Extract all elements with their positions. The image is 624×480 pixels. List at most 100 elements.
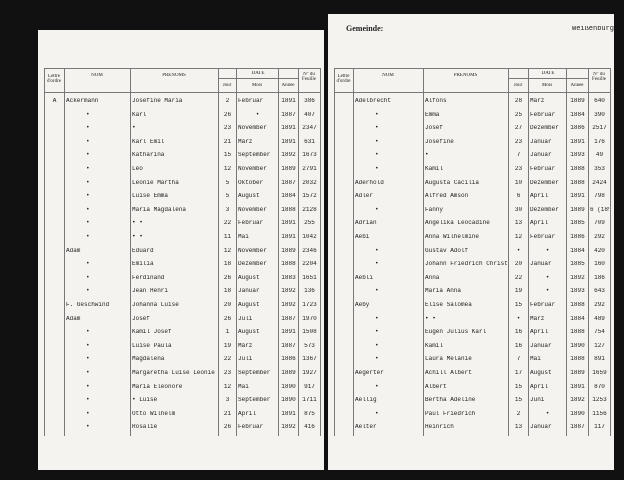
header-date: DATE: [251, 71, 265, 76]
header-feuille: N° du Feuille: [302, 72, 316, 82]
cell-feuille: 917: [304, 383, 315, 390]
cell-jour: 13: [514, 424, 523, 431]
cell-annee: 1891: [570, 138, 585, 145]
cell-nom: •: [86, 342, 90, 349]
cell-jour: 25: [514, 111, 523, 118]
cell-mois: Juli: [238, 315, 253, 322]
cell-jour: 21: [223, 410, 232, 417]
cell-feuille: 1156: [592, 410, 607, 417]
cell-annee: 1892: [570, 274, 585, 281]
cell-feuille: 186: [594, 274, 605, 281]
cell-jour: 2: [516, 410, 521, 417]
cell-annee: 1892: [281, 152, 296, 159]
cell-annee: 1888: [570, 356, 585, 363]
cell-mois: •: [545, 288, 550, 295]
cell-annee: 1889: [281, 247, 296, 254]
cell-mois: November: [238, 206, 267, 213]
cell-prenoms: Emma: [425, 111, 440, 118]
cell-prenoms: Paul Friedrich: [425, 410, 476, 417]
cell-nom: •: [375, 356, 379, 363]
cell-annee: 1890: [570, 342, 585, 349]
cell-nom: •: [375, 111, 379, 118]
cell-annee: 1888: [570, 302, 585, 308]
cell-mois: Februar: [530, 302, 556, 308]
cell-feuille: 1723: [302, 302, 317, 308]
cell-mois: September: [238, 397, 271, 404]
cell-feuille: 1508: [302, 329, 317, 336]
cell-nom: F. Geschwind: [66, 302, 110, 308]
cell-jour: 21: [223, 138, 232, 145]
cell-mois: Dezember: [530, 206, 559, 213]
cell-prenoms: Eduard: [132, 247, 154, 254]
cell-jour: 26: [223, 424, 232, 431]
cell-feuille: 754: [594, 329, 605, 336]
cell-feuille: 1253: [592, 397, 607, 404]
cell-prenoms: Karl: [132, 111, 147, 118]
cell-annee: 1888: [570, 166, 585, 172]
cell-annee: 1888: [570, 179, 585, 186]
cell-mois: Juni: [530, 397, 545, 404]
cell-annee: 1889: [281, 166, 296, 172]
cell-jour: 23: [223, 370, 232, 376]
cell-prenoms: Elise Salomea: [425, 302, 472, 308]
cell-feuille: 2791: [302, 166, 317, 172]
header-rule: [334, 92, 610, 93]
cell-jour: 15: [514, 397, 523, 404]
cell-feuille: 255: [304, 220, 315, 227]
cell-prenoms: Kamil: [425, 342, 444, 349]
cell-mois: Oktober: [238, 179, 264, 186]
cell-annee: 1889: [570, 370, 585, 376]
cell-jour: 15: [514, 302, 523, 308]
cell-jour: 17: [514, 370, 523, 376]
cell-nom: •: [375, 247, 379, 254]
cell-nom: •: [375, 166, 379, 172]
cell-mois: März: [530, 315, 545, 322]
cell-mois: November: [238, 125, 267, 132]
cell-annee: 1890: [281, 397, 296, 404]
cell-annee: 1891: [281, 125, 296, 132]
cell-prenoms: Otto Wilhelm: [132, 410, 176, 417]
cell-mois: August: [530, 370, 552, 376]
cell-jour: 15: [223, 152, 232, 159]
cell-mois: März: [530, 98, 545, 104]
cell-mois: Februar: [238, 98, 264, 104]
cell-mois: Mai: [238, 234, 249, 240]
cell-annee: 1886: [570, 234, 585, 240]
cell-annee: 1891: [281, 329, 296, 336]
cell-jour: 23: [514, 166, 523, 172]
cell-prenoms: Maria Anna: [425, 288, 462, 295]
cell-nom: •: [86, 193, 90, 200]
cell-jour: 22: [223, 356, 232, 363]
cell-feuille: 292: [594, 234, 605, 240]
cell-nom: Ackermann: [66, 98, 99, 104]
cell-feuille: 489: [594, 315, 605, 322]
cell-mois: Januar: [530, 138, 552, 145]
header-letter: Lettre d'ordre: [336, 74, 351, 84]
cell-prenoms: • •: [132, 220, 143, 227]
header-prenoms: PRÉNOMS: [162, 73, 186, 78]
header-date: DATE: [541, 71, 555, 76]
cell-prenoms: • Luise: [132, 397, 158, 404]
cell-mois: Februar: [530, 234, 556, 240]
cell-prenoms: • •: [425, 315, 436, 322]
header-nom: NOM: [91, 73, 103, 78]
cell-feuille: 6 (1890): [590, 206, 609, 213]
column-rule: [64, 68, 65, 436]
cell-prenoms: Rosalie: [132, 424, 158, 431]
cell-nom: Aegerter: [355, 370, 384, 376]
cell-mois: Mai: [238, 383, 249, 390]
cell-feuille: 891: [594, 356, 605, 363]
column-rule: [588, 68, 589, 436]
cell-jour: 3: [225, 397, 230, 404]
cell-annee: 1884: [281, 193, 296, 200]
cell-jour: 12: [223, 247, 232, 254]
cell-feuille: 1970: [302, 315, 317, 322]
cell-annee: 1886: [570, 125, 585, 132]
header-jour: Jour: [513, 83, 523, 88]
cell-jour: 5: [225, 179, 230, 186]
cell-nom: Adler: [355, 193, 374, 200]
header-annee: Année: [281, 83, 295, 88]
cell-mois: April: [530, 220, 549, 227]
cell-jour: 18: [223, 288, 232, 295]
cell-annee: 1884: [570, 247, 585, 254]
